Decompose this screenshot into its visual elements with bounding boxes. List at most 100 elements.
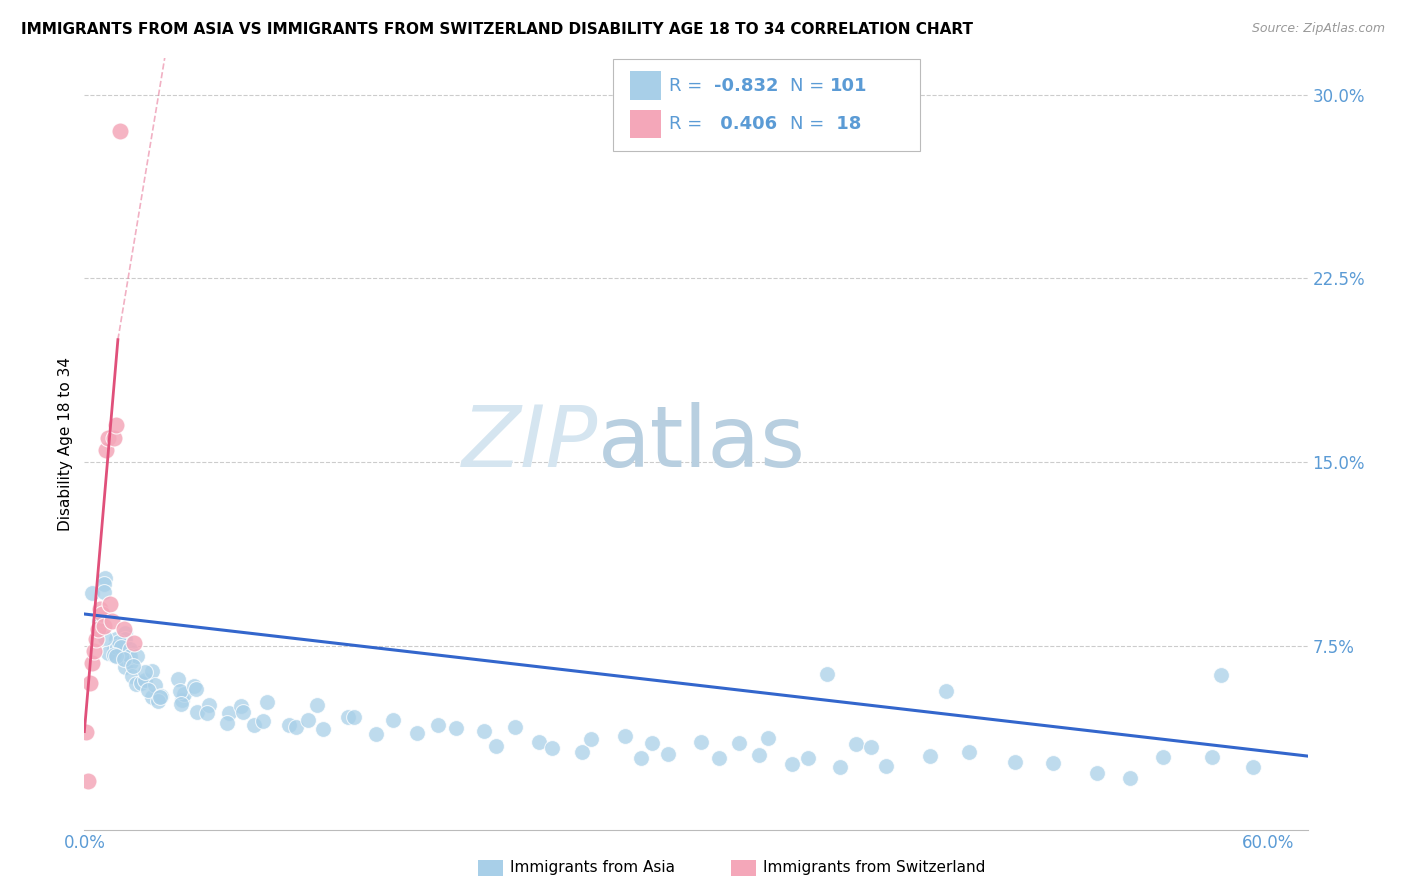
Point <box>297 713 319 727</box>
Point <box>1042 756 1064 770</box>
Point <box>613 729 636 743</box>
Point <box>278 717 301 731</box>
Text: IMMIGRANTS FROM ASIA VS IMMIGRANTS FROM SWITZERLAND DISABILITY AGE 18 TO 34 CORR: IMMIGRANTS FROM ASIA VS IMMIGRANTS FROM … <box>21 22 973 37</box>
Point <box>104 649 127 664</box>
Point <box>828 760 851 774</box>
Point <box>125 677 148 691</box>
Point <box>707 751 730 765</box>
Point <box>93 577 115 591</box>
Point <box>307 698 329 712</box>
Text: Source: ZipAtlas.com: Source: ZipAtlas.com <box>1251 22 1385 36</box>
Point <box>143 678 166 692</box>
Point <box>91 607 114 621</box>
Point <box>141 664 163 678</box>
Point <box>215 716 238 731</box>
Point <box>336 710 359 724</box>
Point <box>173 687 195 701</box>
Point <box>75 724 97 739</box>
Point <box>571 746 593 760</box>
Point <box>103 641 125 656</box>
Point <box>195 706 218 720</box>
Point <box>690 735 713 749</box>
Point <box>94 442 117 457</box>
Point <box>527 735 550 749</box>
Point <box>121 659 143 673</box>
Text: R =: R = <box>669 115 709 133</box>
Point <box>641 736 664 750</box>
Point <box>103 431 125 445</box>
Point <box>364 727 387 741</box>
Text: 101: 101 <box>830 77 868 95</box>
Text: atlas: atlas <box>598 402 806 485</box>
Point <box>90 612 112 626</box>
Point <box>77 773 100 788</box>
Point <box>120 655 142 669</box>
Point <box>256 695 278 709</box>
Point <box>541 741 564 756</box>
Point <box>218 706 240 721</box>
Point <box>104 632 127 647</box>
Point <box>105 640 128 654</box>
Point <box>1211 668 1233 682</box>
Point <box>149 690 172 705</box>
Point <box>197 698 219 712</box>
Text: 0.406: 0.406 <box>714 115 778 133</box>
Point <box>1153 749 1175 764</box>
Point <box>845 737 868 751</box>
Point <box>89 602 111 616</box>
Point <box>472 723 495 738</box>
Point <box>94 571 117 585</box>
Point <box>1118 771 1140 785</box>
Point <box>94 632 117 646</box>
Text: 18: 18 <box>830 115 860 133</box>
Point <box>183 679 205 693</box>
Point <box>406 726 429 740</box>
Point <box>167 673 190 687</box>
Point <box>444 721 467 735</box>
Point <box>93 619 115 633</box>
Point <box>1241 760 1264 774</box>
Point <box>107 635 129 649</box>
Point <box>134 665 156 679</box>
Point <box>343 709 366 723</box>
Point <box>797 751 820 765</box>
Point <box>114 660 136 674</box>
Point <box>748 747 770 762</box>
Point <box>186 705 208 719</box>
Point <box>79 675 101 690</box>
Point <box>485 739 508 753</box>
Point <box>112 651 135 665</box>
Point <box>136 682 159 697</box>
Point <box>756 731 779 746</box>
Text: N =: N = <box>790 77 830 95</box>
Point <box>1201 749 1223 764</box>
Point <box>284 720 307 734</box>
Point <box>579 731 602 746</box>
Point <box>229 699 252 714</box>
Point <box>84 632 107 646</box>
Point <box>98 597 121 611</box>
Text: Immigrants from Switzerland: Immigrants from Switzerland <box>763 860 986 874</box>
Point <box>657 747 679 762</box>
Point <box>875 758 897 772</box>
Point <box>114 626 136 640</box>
Point <box>110 640 132 654</box>
Point <box>169 684 191 698</box>
Point <box>127 649 149 664</box>
Point <box>121 669 143 683</box>
Point <box>103 648 125 663</box>
Point <box>90 615 112 629</box>
Point <box>918 749 941 764</box>
Point <box>87 615 110 629</box>
Point <box>146 694 169 708</box>
Point <box>381 713 404 727</box>
Point <box>150 689 173 703</box>
Point <box>82 656 104 670</box>
Point <box>104 418 127 433</box>
Point <box>728 736 751 750</box>
Point <box>859 740 882 755</box>
Point <box>93 585 115 599</box>
Point <box>105 640 128 654</box>
Y-axis label: Disability Age 18 to 34: Disability Age 18 to 34 <box>58 357 73 531</box>
Point <box>252 714 274 728</box>
